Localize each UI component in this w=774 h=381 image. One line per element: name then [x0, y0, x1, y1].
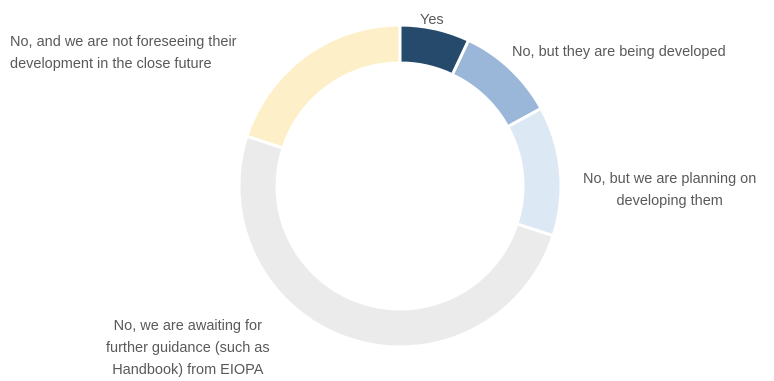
- slice-label-yes: Yes: [420, 9, 444, 31]
- donut-slice-3: [237, 134, 556, 349]
- slice-label-planning: No, but we are planning on developing the…: [583, 168, 756, 212]
- slice-label-line: developing them: [616, 193, 723, 209]
- slice-label-line: development in the close future: [10, 56, 212, 72]
- slice-label-line: No, and we are not foreseeing their: [10, 34, 237, 50]
- donut-slice-4: [244, 23, 402, 150]
- slice-label-line: Yes: [420, 12, 444, 28]
- slice-label-line: No, but we are planning on: [583, 171, 757, 187]
- slice-label-line: further guidance (such as: [106, 340, 270, 356]
- slice-label-line: No, but they are being developed: [512, 44, 726, 60]
- slice-label-awaiting-guidance: No, we are awaiting for further guidance …: [106, 315, 270, 381]
- slice-label-line: No, we are awaiting for: [113, 318, 262, 334]
- donut-slice-2: [505, 106, 563, 238]
- slice-label-being-developed: No, but they are being developed: [512, 41, 726, 63]
- slice-label-not-foreseeing: No, and we are not foreseeing their devel…: [10, 31, 237, 75]
- slice-label-line: Handbook) from EIOPA: [112, 362, 264, 378]
